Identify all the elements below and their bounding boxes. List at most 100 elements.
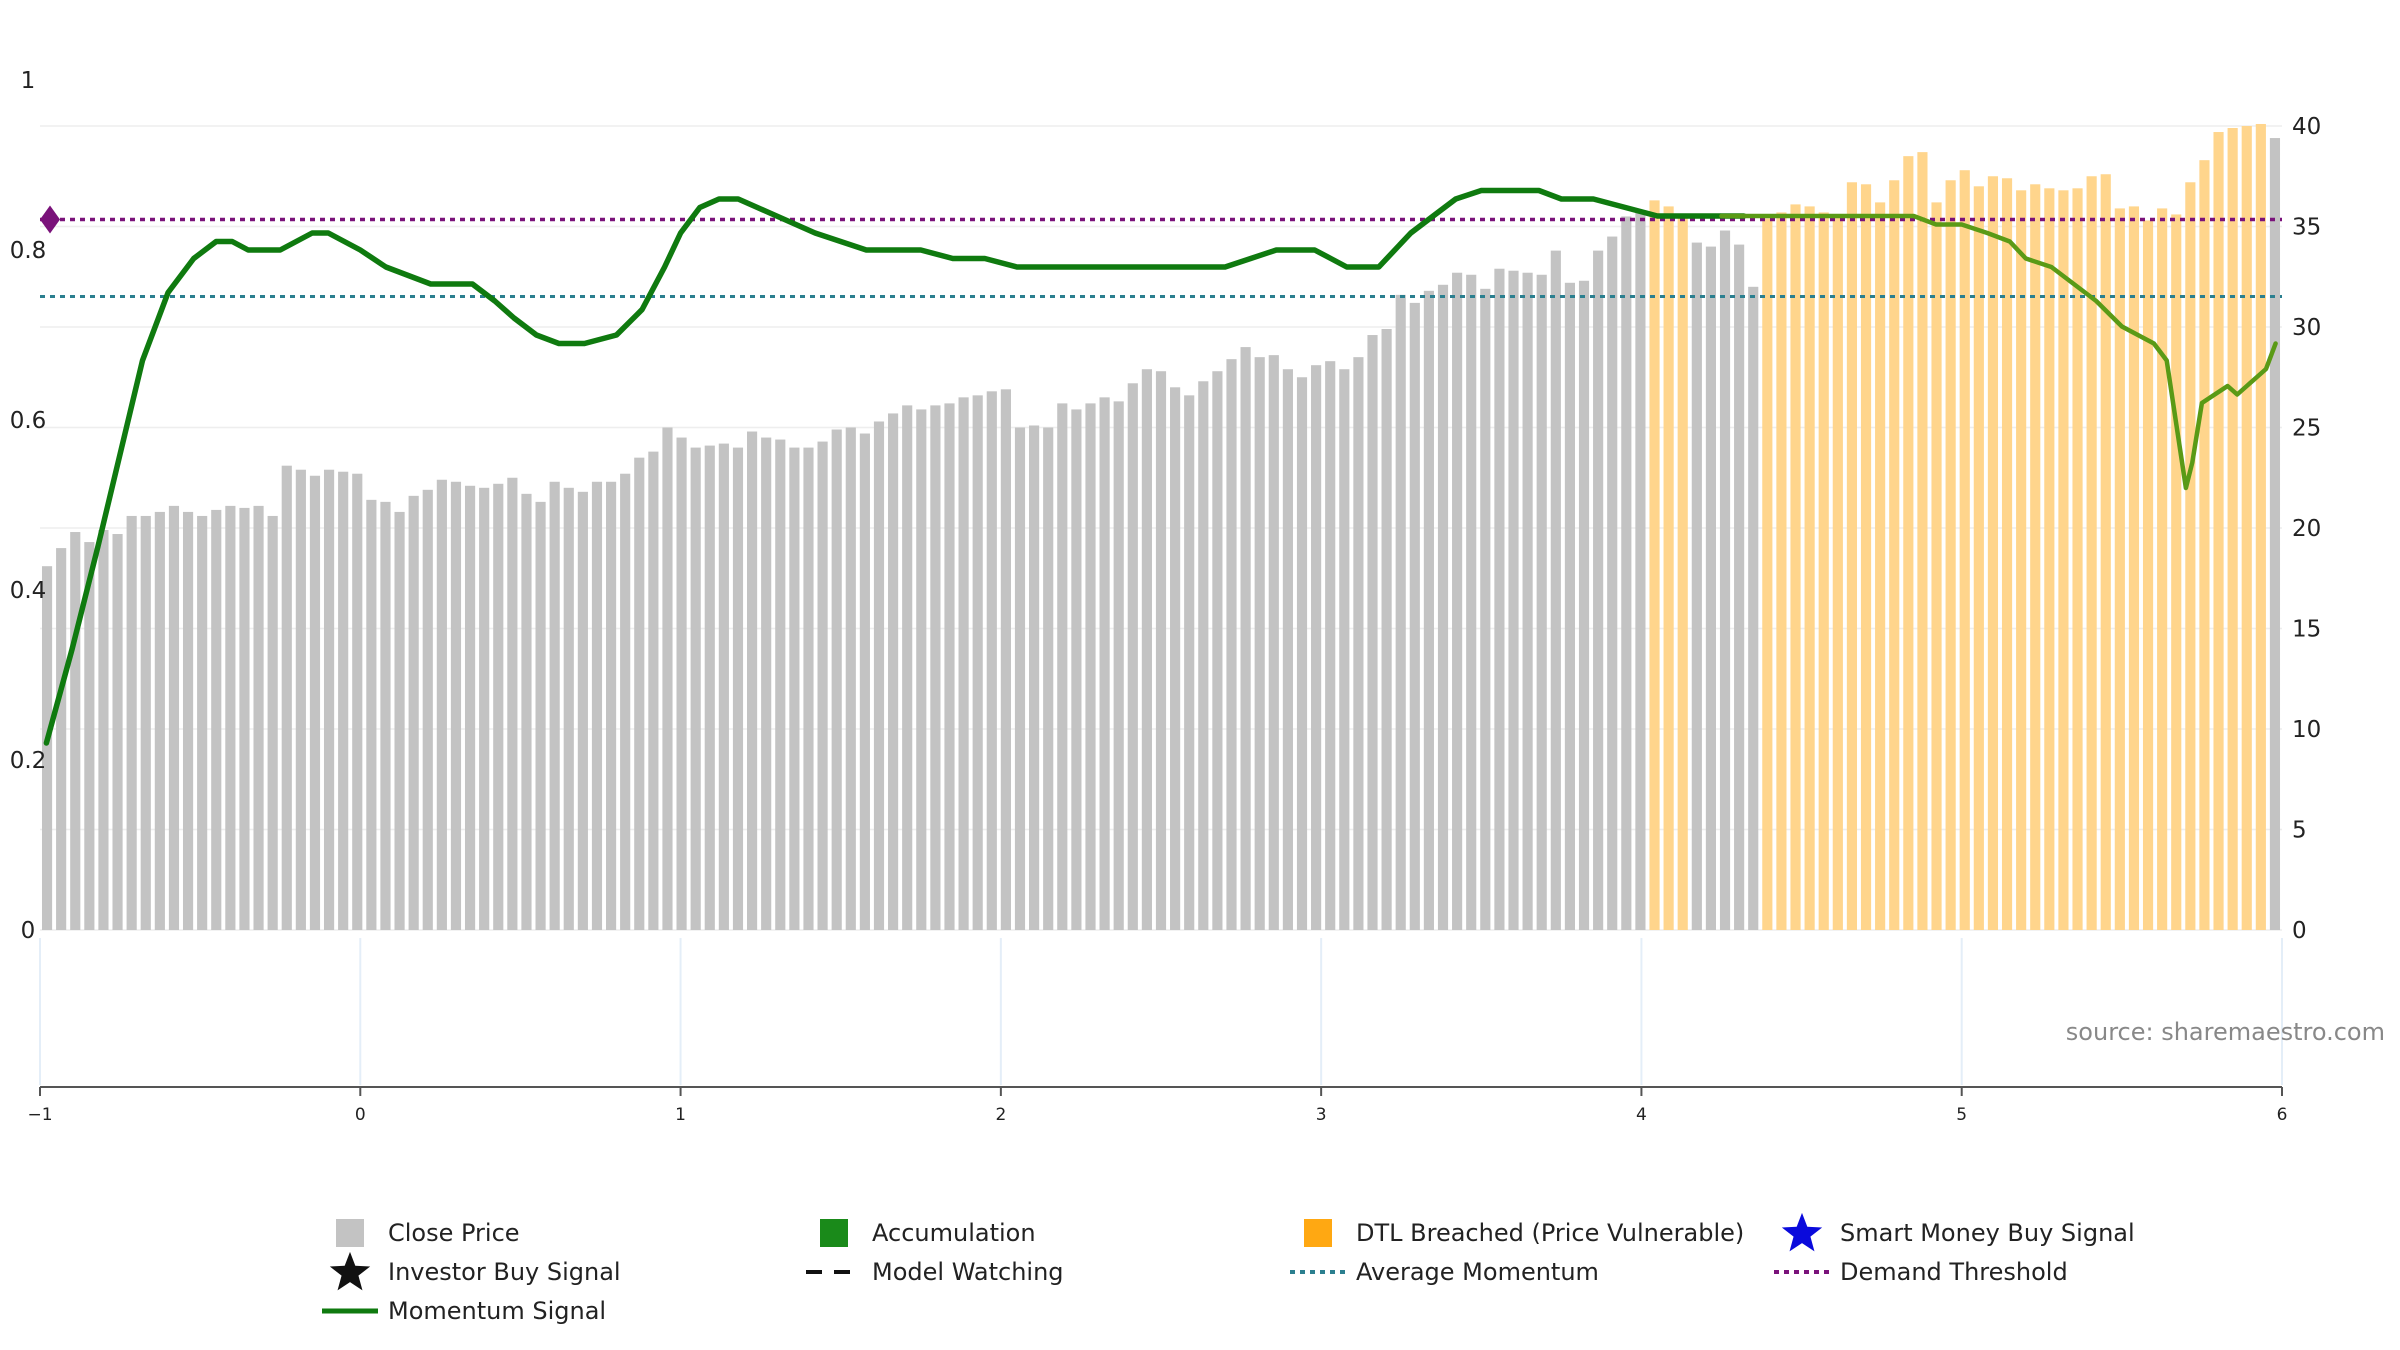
price-bar: [704, 445, 715, 930]
price-bar: [577, 491, 588, 930]
price-bar: [789, 447, 800, 930]
price-bar: [140, 515, 151, 930]
price-bar: [1917, 152, 1928, 930]
price-bar: [1381, 329, 1392, 930]
price-bar: [1113, 401, 1124, 930]
price-bar: [70, 532, 81, 930]
price-bar: [1000, 389, 1011, 930]
price-bar: [986, 391, 997, 930]
price-bar: [126, 515, 137, 930]
price-bar: [1029, 425, 1040, 930]
price-bar: [1212, 371, 1223, 931]
price-bar: [1494, 268, 1505, 931]
price-bar: [888, 413, 899, 930]
price-bar: [958, 397, 969, 931]
x-tick-label: 6: [2277, 1105, 2288, 1125]
price-bar: [563, 487, 574, 930]
y-right-tick-label: 25: [2292, 416, 2321, 442]
price-bar: [2058, 190, 2069, 930]
price-bar: [239, 507, 250, 930]
price-bar: [732, 447, 744, 930]
price-bar: [394, 511, 405, 930]
price-bar: [380, 501, 391, 930]
y-left-tick-label: 0.2: [10, 748, 47, 774]
y-left-tick-label: 0: [21, 918, 36, 944]
price-bar: [2185, 182, 2196, 930]
price-bar: [1099, 397, 1110, 931]
y-left-tick-label: 0.4: [10, 578, 47, 604]
y-right-tick-label: 15: [2292, 617, 2321, 643]
price-bar: [1860, 184, 1872, 931]
close-price-bars: [41, 123, 2281, 931]
price-bar: [98, 530, 109, 930]
price-bar: [2030, 184, 2041, 931]
price-bar: [1296, 377, 1308, 930]
y-right-tick-label: 30: [2292, 315, 2321, 341]
price-bar: [1846, 182, 1858, 930]
price-bar: [859, 433, 870, 930]
price-bar: [1240, 347, 1251, 931]
price-bar: [422, 489, 433, 930]
price-bar: [2001, 178, 2013, 930]
price-bar: [1875, 202, 1886, 930]
price-bar: [1621, 216, 1632, 930]
price-bar: [2142, 220, 2154, 931]
price-bar: [253, 505, 264, 930]
price-bar: [450, 481, 462, 930]
price-bar: [1043, 427, 1054, 930]
x-tick-label: −1: [27, 1105, 52, 1125]
x-tick-label: 0: [355, 1105, 366, 1125]
price-bar: [1480, 288, 1491, 930]
price-bar: [2199, 160, 2210, 931]
price-bar: [944, 403, 955, 930]
price-bar: [1931, 202, 1942, 930]
price-bar: [1776, 212, 1787, 930]
price-bar: [436, 479, 447, 930]
x-tick-label: 3: [1316, 1105, 1327, 1125]
price-bar: [2269, 138, 2281, 930]
price-bar: [2016, 190, 2027, 930]
price-bar: [1649, 200, 1660, 930]
price-bar: [605, 481, 617, 930]
price-bar: [1677, 214, 1688, 930]
demand-threshold-marker: [40, 205, 60, 234]
price-bar: [1762, 218, 1773, 930]
price-bar: [1437, 284, 1449, 930]
y-right-tick-label: 20: [2292, 516, 2321, 542]
y-right-tick-label: 10: [2292, 717, 2321, 743]
momentum-signal-line-vulnerable: [1719, 213, 2278, 491]
price-bar: [479, 487, 490, 930]
price-bar: [2128, 206, 2140, 930]
price-bar: [1071, 409, 1082, 930]
price-bar: [831, 429, 842, 930]
price-bar: [154, 511, 165, 930]
price-bar: [1593, 250, 1604, 930]
price-bar: [295, 469, 306, 930]
price-bar: [211, 509, 222, 930]
price-bar: [2114, 208, 2125, 930]
price-bar: [493, 483, 504, 930]
price-bar: [1268, 355, 1279, 930]
y-right-tick-label: 35: [2292, 215, 2321, 241]
price-bar: [2255, 123, 2266, 931]
price-bar: [1790, 204, 1801, 930]
y-right-tick-label: 0: [2292, 918, 2307, 944]
price-bar: [1367, 335, 1378, 930]
price-bar: [690, 447, 701, 930]
price-bar: [366, 499, 377, 930]
price-bar: [281, 465, 292, 930]
price-bar: [1748, 286, 1759, 930]
price-bar: [1945, 180, 1956, 930]
price-bar: [1170, 387, 1181, 930]
price-bar: [1889, 180, 1900, 930]
price-bar: [662, 427, 673, 930]
price-bar: [803, 447, 814, 930]
price-bar: [1452, 272, 1463, 931]
price-bar: [2072, 188, 2083, 930]
price-bar: [817, 441, 828, 930]
y-right-tick-label: 40: [2292, 114, 2321, 140]
x-tick-label: 5: [1956, 1105, 1967, 1125]
price-bar: [408, 495, 419, 930]
x-tick-label: 1: [675, 1105, 686, 1125]
